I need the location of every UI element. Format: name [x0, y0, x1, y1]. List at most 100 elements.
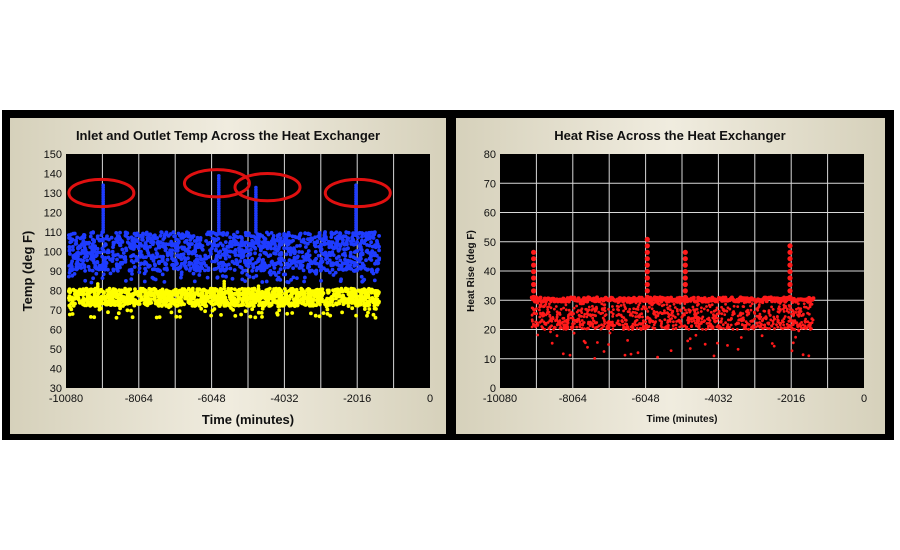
- data-point: [622, 309, 625, 313]
- data-point: [616, 308, 619, 311]
- data-point: [692, 319, 696, 323]
- data-point: [328, 313, 333, 318]
- data-point: [338, 258, 343, 263]
- data-point: [72, 256, 76, 260]
- data-point: [575, 325, 579, 329]
- data-point: [610, 310, 613, 314]
- data-point: [78, 299, 82, 304]
- data-point: [648, 305, 651, 309]
- data-point: [620, 319, 624, 323]
- data-point: [175, 266, 180, 271]
- data-point: [666, 321, 669, 324]
- y-tick-label: 40: [50, 364, 62, 376]
- data-point: [748, 323, 751, 326]
- data-point: [131, 260, 136, 265]
- data-point: [782, 323, 785, 327]
- data-point: [132, 265, 137, 269]
- data-point: [176, 231, 181, 236]
- data-point: [159, 230, 164, 235]
- data-point: [231, 236, 236, 241]
- data-point: [329, 243, 334, 248]
- data-point: [292, 251, 297, 256]
- data-point: [335, 239, 339, 244]
- data-point: [174, 260, 178, 264]
- data-point: [721, 323, 725, 327]
- data-point: [758, 314, 761, 318]
- data-point: [184, 266, 189, 271]
- data-point: [787, 319, 791, 323]
- data-point: [724, 321, 727, 324]
- data-point: [641, 326, 645, 330]
- data-point: [749, 304, 752, 308]
- data-point: [665, 327, 669, 330]
- y-tick-labels: 0 10 20 30 40 50 60 70 80: [484, 149, 496, 395]
- data-point: [722, 327, 725, 330]
- data-point: [790, 323, 794, 327]
- data-point: [238, 235, 243, 239]
- data-point: [114, 315, 119, 320]
- data-point: [323, 230, 327, 234]
- data-point: [603, 306, 607, 310]
- data-point: [92, 315, 97, 320]
- data-point: [162, 280, 167, 284]
- data-point: [129, 277, 134, 281]
- data-point: [129, 308, 133, 313]
- data-point: [215, 233, 219, 237]
- data-point: [330, 232, 334, 237]
- data-point: [725, 326, 729, 330]
- data-point: [216, 250, 221, 255]
- data-point: [143, 244, 148, 249]
- data-point: [772, 344, 776, 348]
- data-point: [128, 294, 133, 299]
- data-point: [90, 268, 95, 273]
- data-point: [360, 238, 364, 243]
- data-point: [127, 241, 132, 246]
- data-point: [138, 251, 143, 256]
- data-point: [214, 247, 218, 252]
- data-point: [286, 242, 291, 247]
- data-point: [339, 298, 344, 302]
- data-point: [205, 275, 210, 280]
- data-point: [85, 258, 89, 263]
- data-point: [223, 256, 228, 261]
- data-point: [291, 275, 296, 280]
- data-point: [665, 311, 669, 315]
- data-point: [377, 248, 381, 253]
- data-point: [261, 257, 265, 262]
- data-point: [269, 231, 274, 235]
- data-point: [94, 253, 99, 258]
- data-point: [374, 307, 378, 311]
- data-point: [159, 293, 164, 298]
- data-point: [309, 303, 313, 308]
- data-point: [182, 302, 187, 307]
- data-point: [320, 297, 324, 301]
- data-point: [115, 252, 120, 257]
- x-tick-label: -2016: [343, 393, 371, 405]
- data-point: [149, 297, 153, 302]
- data-point: [88, 245, 93, 249]
- data-point: [300, 287, 305, 292]
- data-point: [278, 236, 283, 241]
- y-tick-label: 10: [484, 354, 496, 366]
- data-point: [270, 295, 275, 300]
- data-point: [253, 235, 258, 240]
- data-point: [177, 239, 181, 244]
- data-point: [624, 307, 628, 310]
- data-point: [700, 317, 704, 321]
- data-point: [194, 265, 198, 270]
- data-point: [250, 256, 255, 261]
- data-point: [719, 319, 723, 323]
- data-point: [359, 248, 364, 252]
- data-point: [715, 306, 719, 310]
- data-point: [354, 313, 358, 318]
- data-point: [110, 298, 115, 303]
- spike-point: [531, 256, 537, 262]
- data-point: [167, 305, 171, 310]
- data-point: [246, 264, 251, 269]
- x-tick-label: -10080: [483, 393, 517, 405]
- data-point: [370, 296, 375, 300]
- data-point: [250, 269, 255, 273]
- x-tick-label: -10080: [49, 393, 83, 405]
- data-point: [107, 293, 112, 298]
- data-point: [248, 314, 253, 319]
